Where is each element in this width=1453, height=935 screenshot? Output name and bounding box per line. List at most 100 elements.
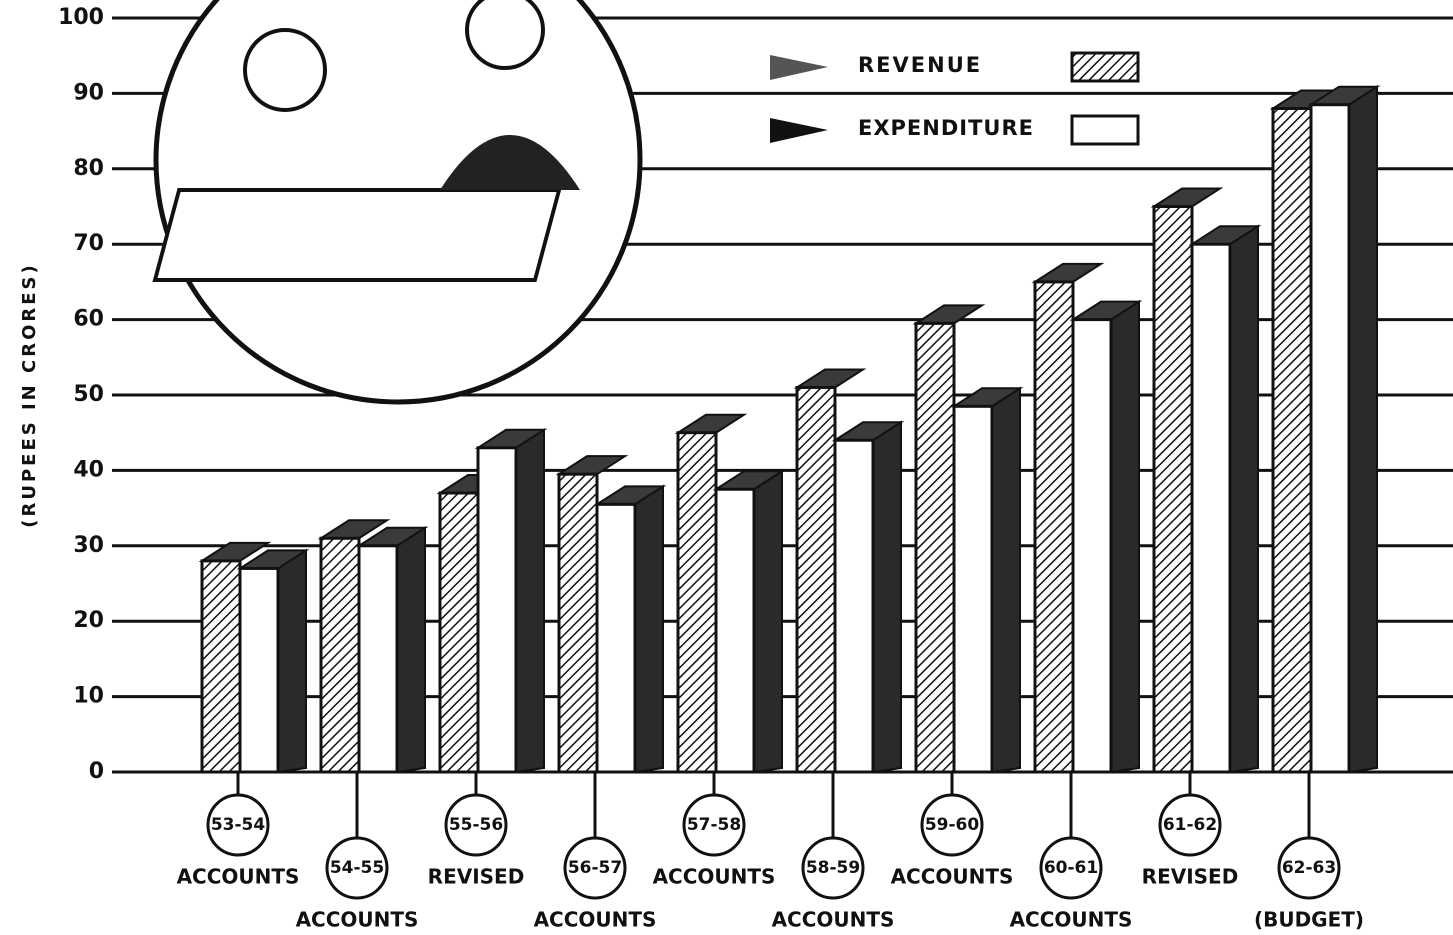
bar-face [1309, 103, 1351, 774]
category-circle [682, 793, 746, 857]
bar-face [357, 544, 399, 774]
category-circle [920, 793, 984, 857]
bar-face [595, 502, 637, 774]
bar-face [833, 438, 875, 774]
category-circle [1277, 836, 1341, 900]
bar [831, 420, 905, 774]
y-tick-label: 70 [73, 231, 104, 256]
bar-face [319, 536, 361, 774]
bar [950, 386, 1024, 774]
category-note: ACCOUNTS [177, 865, 300, 889]
bar-face [476, 446, 518, 774]
bar [1150, 187, 1224, 774]
bar [355, 525, 429, 774]
x-tick-label: 61-62 [1163, 815, 1217, 835]
legend-label: EXPENDITURE [858, 116, 1034, 140]
bar-side [634, 484, 664, 774]
y-tick-label: 20 [73, 608, 104, 633]
bar [674, 413, 748, 774]
bar-face [795, 385, 837, 774]
bar-top [1031, 262, 1105, 283]
y-axis-label: (RUPEES IN CRORES) [19, 262, 40, 527]
bar-side [872, 420, 902, 774]
y-tick-label: 10 [73, 684, 104, 709]
bar [1031, 262, 1105, 774]
bar [1307, 84, 1381, 774]
legend: REVENUE EXPENDITURE [770, 51, 1140, 146]
x-tick-label: 53-54 [211, 815, 266, 835]
bar-face [1152, 205, 1194, 774]
category-circle [1158, 793, 1222, 857]
bar-top [793, 368, 867, 389]
y-tick-label: 100 [58, 5, 104, 30]
bar [593, 484, 667, 774]
bar-side [396, 525, 426, 774]
legend-swatch [1070, 51, 1140, 83]
x-tick-label: 56-57 [568, 858, 622, 878]
x-tick-label: 55-56 [449, 815, 503, 835]
y-tick-label: 50 [73, 382, 104, 407]
bar-top [674, 413, 748, 434]
bar [1269, 89, 1343, 774]
bar-face [1033, 280, 1075, 774]
bar-side [1229, 224, 1259, 774]
category-note: ACCOUNTS [653, 865, 776, 889]
bar-face [914, 321, 956, 774]
x-tick-label: 59-60 [925, 815, 980, 835]
x-tick-label: 60-61 [1044, 858, 1098, 878]
bar-face [714, 487, 756, 774]
category-circle [801, 836, 865, 900]
bar-top [1150, 187, 1224, 208]
bar-face [238, 566, 280, 774]
bar-face [1271, 106, 1313, 774]
bar-face [952, 404, 994, 774]
category-circle [325, 836, 389, 900]
bar-face [557, 472, 599, 774]
bar [474, 427, 548, 774]
category-circle [563, 836, 627, 900]
y-tick-label: 60 [73, 307, 104, 332]
x-tick-label: 58-59 [806, 858, 860, 878]
bar-face [438, 491, 480, 774]
x-tick-label: 57-58 [687, 815, 741, 835]
category-note: ACCOUNTS [1010, 908, 1133, 932]
bar-side [991, 386, 1021, 774]
category-circle [1039, 836, 1103, 900]
y-tick-label: 90 [73, 80, 104, 105]
bar [712, 469, 786, 774]
illustration [152, 0, 643, 405]
category-note: REVISED [1142, 865, 1239, 889]
bar-side [277, 548, 307, 774]
bar [1069, 299, 1143, 774]
bar-side [753, 469, 783, 774]
bar [236, 548, 310, 774]
y-tick-label: 30 [73, 533, 104, 558]
bar [912, 304, 986, 774]
category-circle [206, 793, 270, 857]
category-note: ACCOUNTS [534, 908, 657, 932]
bar [198, 541, 272, 774]
bar [793, 368, 867, 774]
bar [1188, 224, 1262, 774]
y-tick-label: 0 [89, 759, 104, 784]
x-tick-label: 54-55 [330, 858, 384, 878]
category-note: ACCOUNTS [296, 908, 419, 932]
bar-face [1190, 242, 1232, 774]
bar-side [515, 427, 545, 774]
legend-label: REVENUE [858, 53, 982, 77]
legend-swatch [1070, 114, 1140, 146]
x-tick-label: 62-63 [1282, 858, 1336, 878]
category-circle [444, 793, 508, 857]
y-tick-label: 80 [73, 156, 104, 181]
category-note: REVISED [428, 865, 525, 889]
category-note: ACCOUNTS [772, 908, 895, 932]
category-note: ACCOUNTS [891, 865, 1014, 889]
bar-face [200, 559, 242, 774]
bar-face [676, 431, 718, 774]
bar [317, 519, 391, 774]
bar-side [1348, 84, 1378, 774]
bar-face [1071, 318, 1113, 774]
category-note: (BUDGET) [1254, 908, 1364, 932]
bar-side [1110, 299, 1140, 774]
